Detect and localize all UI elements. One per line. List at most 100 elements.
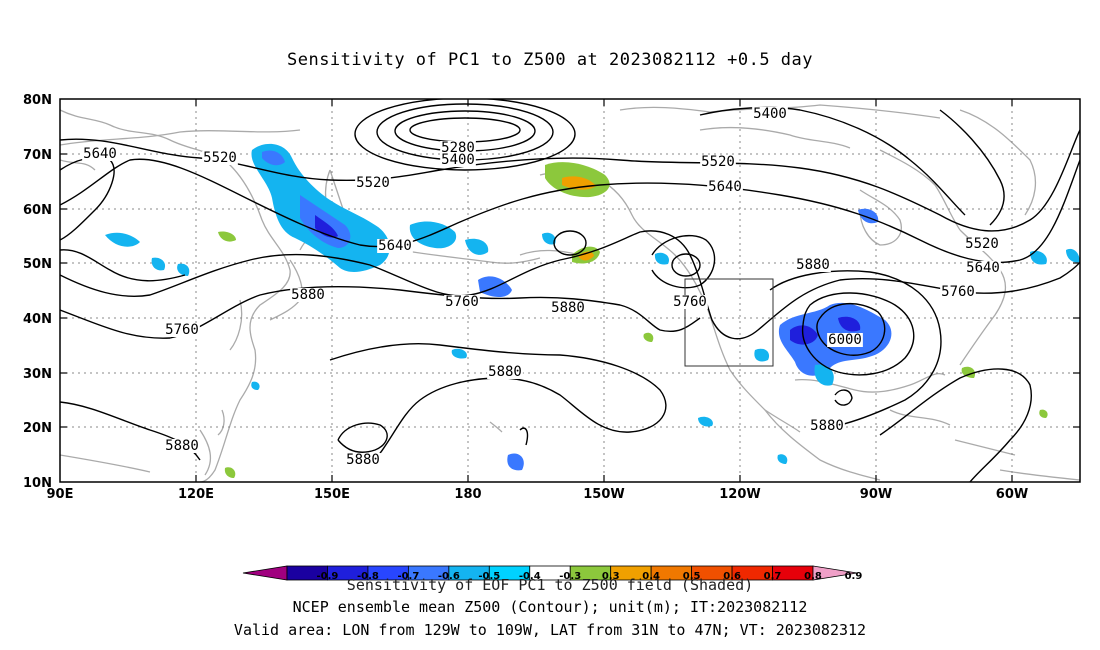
contour-5640 — [60, 158, 1080, 264]
contour-5880-atlantic — [879, 368, 1032, 482]
shade-blob — [578, 251, 594, 261]
lon-label: 120E — [178, 487, 214, 502]
lon-label: 60W — [996, 487, 1028, 502]
contour-label-halo — [290, 288, 326, 302]
contour-5520-ring — [354, 99, 576, 171]
contour-low-ring — [651, 234, 716, 289]
contour-5400-arctic — [699, 106, 966, 216]
axis-ticks — [60, 99, 1080, 482]
shade-blob — [300, 195, 351, 248]
contour-label-halo — [809, 419, 845, 433]
colorbar-tick-label: 0.8 — [804, 571, 822, 582]
colorbar-tick-label: 0.6 — [723, 571, 741, 582]
footer-line-valid-area: Valid area: LON from 129W to 109W, LAT f… — [233, 621, 867, 639]
contour-label: 5880 — [165, 438, 199, 454]
contour-label-halo — [440, 141, 476, 155]
lon-label: 90W — [860, 487, 892, 502]
colorbar-tick-label: 0.5 — [683, 571, 701, 582]
shade-blob — [151, 257, 166, 271]
lon-label: 180 — [454, 487, 481, 502]
lon-label: 120W — [719, 487, 760, 502]
colorbar-tick-label: -0.9 — [317, 571, 339, 582]
shade-blob — [654, 252, 669, 265]
lat-label: 10N — [23, 476, 52, 491]
contour-label-halo — [940, 285, 976, 299]
lon-label: 90E — [47, 487, 74, 502]
shade-blob — [251, 143, 390, 272]
lat-label: 40N — [23, 312, 52, 327]
latitude-labels: 80N 70N 60N 50N 40N 30N 20N 10N — [23, 93, 52, 491]
contour-label: 5880 — [796, 257, 830, 273]
map-title: Sensitivity of PC1 to Z500 at 2023082112… — [286, 50, 813, 70]
contour-label-halo — [82, 147, 118, 161]
shade-blob — [542, 232, 556, 245]
shade-blob — [451, 348, 467, 359]
shade-blob — [777, 454, 788, 464]
colorbar-tick-label: 0.7 — [764, 571, 782, 582]
contour-label-halo — [700, 155, 736, 169]
shade-blob — [1066, 248, 1080, 263]
contour-label-halo — [752, 107, 788, 121]
lat-label: 50N — [23, 257, 52, 272]
contour-5880-pacific — [329, 342, 667, 466]
footer-line-shading: Sensitivity of EOF PC1 to Z500 field (Sh… — [346, 576, 754, 594]
contour-label-halo — [164, 323, 200, 337]
shade-blob — [1039, 409, 1048, 418]
shade-blob — [177, 263, 190, 276]
contour-label-halo — [487, 365, 523, 379]
contour-label: 5880 — [346, 452, 380, 468]
lat-label: 20N — [23, 421, 52, 436]
shade-blob — [814, 364, 834, 386]
shade-blob — [698, 416, 713, 427]
contour-6000-outer — [801, 292, 915, 376]
contour-5400-greenland — [939, 109, 1005, 226]
contour-label-halo — [377, 239, 413, 253]
contour-label: 5760 — [445, 294, 479, 310]
contour-label: 5880 — [488, 364, 522, 380]
contour-label-halo — [827, 333, 863, 347]
lat-label: 60N — [23, 203, 52, 218]
contour-low-a — [553, 230, 587, 256]
contour-label: 5640 — [708, 179, 742, 195]
contour-label: 5640 — [378, 238, 412, 254]
contour-label: 5520 — [203, 150, 237, 166]
gridlines — [60, 99, 1080, 482]
lat-label: 80N — [23, 93, 52, 108]
contour-label-halo — [707, 180, 743, 194]
contour-label-halo — [965, 261, 1001, 275]
contour-label: 5880 — [810, 418, 844, 434]
colorbar-tick-label: -0.4 — [519, 571, 541, 582]
contour-label: 5640 — [83, 146, 117, 162]
contour-label: 5400 — [441, 152, 475, 168]
contour-label: 5640 — [966, 260, 1000, 276]
shade-blob — [465, 238, 489, 255]
contour-label-halo — [164, 439, 200, 453]
contour-label: 5280 — [441, 140, 475, 156]
contour-5880-hawaii — [519, 427, 529, 446]
colorbar-tick-label: -0.7 — [397, 571, 419, 582]
contour-5880 — [60, 286, 701, 339]
colorbar: -0.9 -0.8 -0.7 -0.6 -0.5 -0.4 -0.3 0.3 0.4 0.5 0.6… — [242, 565, 863, 582]
contour-5760 — [60, 230, 1080, 340]
contour-labels: 5280 5400 5400 5520 5520 5520 5520 5640 … — [82, 106, 1001, 468]
contour-label-halo — [550, 301, 586, 315]
contour-label-halo — [964, 237, 1000, 251]
colorbar-tick-label: 0.4 — [642, 571, 660, 582]
contour-low-b — [671, 253, 701, 277]
contour-6000 — [816, 302, 886, 356]
contour-5880-wpac — [337, 422, 388, 453]
colorbar-tick-label: -0.5 — [478, 571, 500, 582]
contour-label: 5760 — [165, 322, 199, 338]
colorbar-tick-label: -0.8 — [357, 571, 379, 582]
contour-label: 6000 — [828, 332, 862, 348]
shade-blob — [790, 325, 818, 345]
contour-label-halo — [440, 153, 476, 167]
colorbar-tick-label: 0.9 — [845, 571, 863, 582]
lat-label: 70N — [23, 148, 52, 163]
shade-blob — [262, 150, 285, 166]
lon-label: 150W — [583, 487, 624, 502]
shade-blob — [1030, 250, 1047, 265]
shade-blob — [643, 332, 654, 342]
contour-label: 5400 — [753, 106, 787, 122]
